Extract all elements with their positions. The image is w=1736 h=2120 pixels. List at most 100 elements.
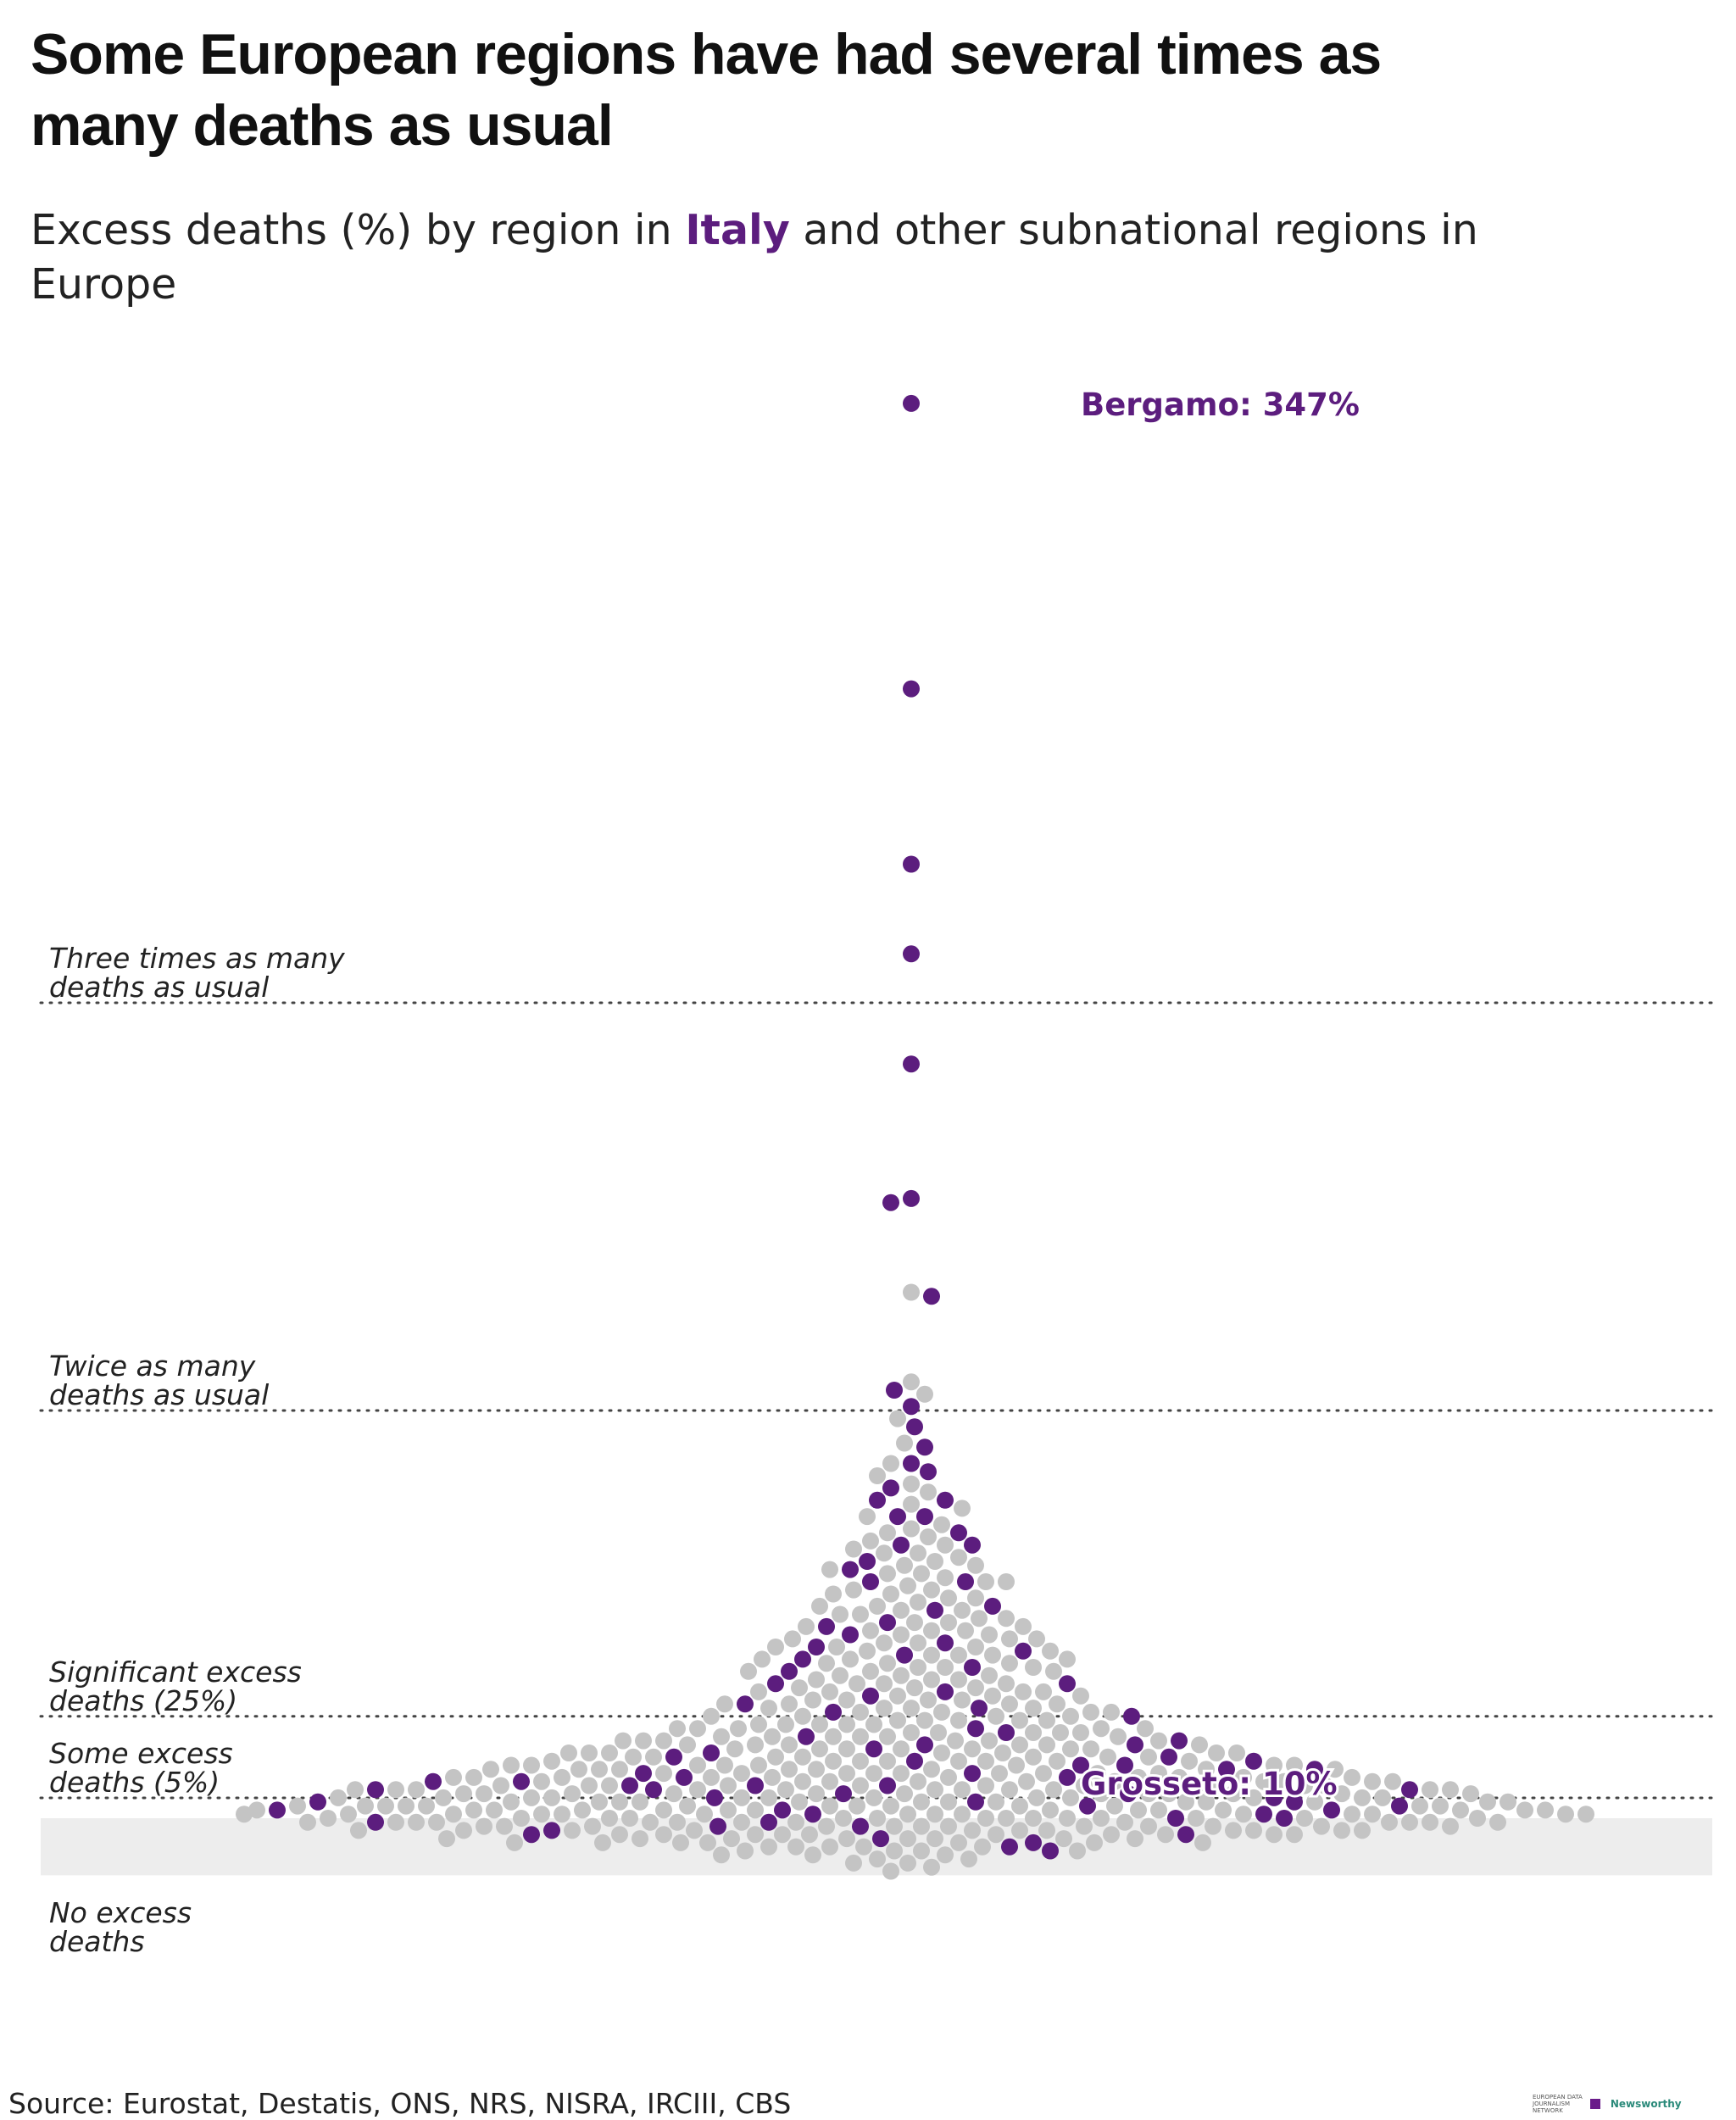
data-point-other <box>1401 1813 1418 1831</box>
data-point-other <box>950 1752 967 1770</box>
data-point-other <box>903 1283 920 1301</box>
data-point-other <box>625 1748 642 1766</box>
data-point-italy <box>1218 1761 1235 1778</box>
data-point-italy <box>1401 1781 1418 1799</box>
data-point-other <box>455 1822 472 1839</box>
data-point-other <box>984 1687 1001 1705</box>
data-point-other <box>1160 1785 1177 1803</box>
data-point-other <box>1364 1806 1381 1823</box>
data-point-other <box>910 1772 926 1790</box>
data-point-other <box>923 1858 940 1876</box>
data-point-other <box>747 1736 764 1754</box>
data-point-other <box>804 1691 821 1709</box>
data-point-other <box>1093 1720 1110 1738</box>
data-point-other <box>967 1679 984 1697</box>
data-point-other <box>1076 1777 1093 1794</box>
data-point-other <box>581 1744 598 1761</box>
data-point-italy <box>1123 1707 1140 1725</box>
data-point-other <box>1442 1781 1459 1799</box>
data-point-other <box>740 1662 757 1680</box>
data-point-other <box>862 1622 879 1639</box>
data-point-other <box>835 1810 852 1827</box>
data-point-other <box>686 1822 703 1839</box>
chart-subtitle: Excess deaths (%) by region in Italy and… <box>31 203 1556 312</box>
data-point-other <box>879 1655 896 1672</box>
data-point-other <box>1140 1748 1157 1766</box>
data-point-other <box>940 1817 957 1835</box>
data-point-other <box>811 1740 828 1758</box>
data-point-other <box>1059 1650 1076 1668</box>
data-point-italy <box>889 1508 906 1526</box>
data-point-other <box>1194 1833 1211 1851</box>
data-point-other <box>1235 1768 1252 1786</box>
data-point-other <box>1038 1711 1055 1729</box>
data-point-other <box>903 1373 920 1391</box>
data-point-italy <box>1116 1756 1133 1774</box>
data-point-italy <box>926 1601 943 1619</box>
data-point-other <box>554 1806 570 1823</box>
data-point-other <box>950 1833 967 1851</box>
data-point-italy <box>1015 1642 1032 1660</box>
data-point-other <box>916 1385 933 1403</box>
data-point-other <box>1025 1810 1042 1827</box>
data-point-other <box>655 1826 672 1844</box>
data-point-italy <box>798 1728 815 1745</box>
data-point-other <box>1188 1777 1205 1794</box>
data-point-other <box>1411 1797 1428 1815</box>
data-point-italy <box>879 1777 896 1794</box>
data-point-other <box>950 1549 967 1566</box>
data-point-other <box>665 1785 682 1803</box>
data-point-other <box>926 1806 943 1823</box>
data-point-other <box>920 1691 937 1709</box>
data-point-other <box>896 1785 913 1803</box>
data-point-other <box>1069 1842 1086 1860</box>
data-point-other <box>1354 1822 1371 1839</box>
data-point-italy <box>1127 1736 1143 1754</box>
data-point-other <box>1049 1752 1066 1770</box>
data-point-other <box>1103 1826 1120 1844</box>
data-point-other <box>716 1756 733 1774</box>
data-point-other <box>794 1772 811 1790</box>
data-point-other <box>899 1577 916 1594</box>
data-point-other <box>811 1716 828 1733</box>
data-point-italy <box>920 1463 937 1481</box>
data-point-italy <box>747 1777 764 1794</box>
data-point-other <box>865 1765 882 1783</box>
data-point-other <box>438 1830 455 1848</box>
data-point-other <box>574 1801 591 1819</box>
data-point-italy <box>665 1748 682 1766</box>
data-point-other <box>601 1810 618 1827</box>
data-point-other <box>967 1556 984 1574</box>
data-point-italy <box>703 1744 720 1761</box>
data-point-other <box>482 1761 499 1778</box>
data-point-italy <box>903 945 920 963</box>
data-point-other <box>889 1687 906 1705</box>
data-point-other <box>1127 1830 1143 1848</box>
data-point-other <box>787 1838 804 1856</box>
data-point-other <box>689 1756 706 1774</box>
data-point-other <box>387 1781 404 1799</box>
data-point-other <box>428 1813 445 1831</box>
data-point-other <box>1150 1732 1167 1750</box>
data-point-other <box>445 1768 462 1786</box>
data-point-other <box>1076 1817 1093 1835</box>
edjnet-logo-mark <box>1590 2099 1600 2109</box>
data-point-other <box>879 1752 896 1770</box>
data-point-other <box>859 1508 876 1526</box>
data-point-other <box>984 1646 1001 1664</box>
data-point-italy <box>869 1491 886 1509</box>
data-point-other <box>964 1822 981 1839</box>
data-point-other <box>387 1813 404 1831</box>
data-point-other <box>1225 1785 1242 1803</box>
data-point-italy <box>903 680 920 698</box>
data-point-other <box>1462 1785 1479 1803</box>
data-point-other <box>981 1732 998 1750</box>
data-point-other <box>1062 1789 1079 1806</box>
data-point-other <box>977 1573 994 1590</box>
data-point-other <box>1015 1683 1032 1700</box>
data-point-other <box>913 1842 930 1860</box>
data-point-other <box>533 1772 550 1790</box>
data-point-other <box>937 1536 954 1554</box>
data-point-other <box>937 1846 954 1864</box>
data-point-italy <box>621 1777 638 1794</box>
